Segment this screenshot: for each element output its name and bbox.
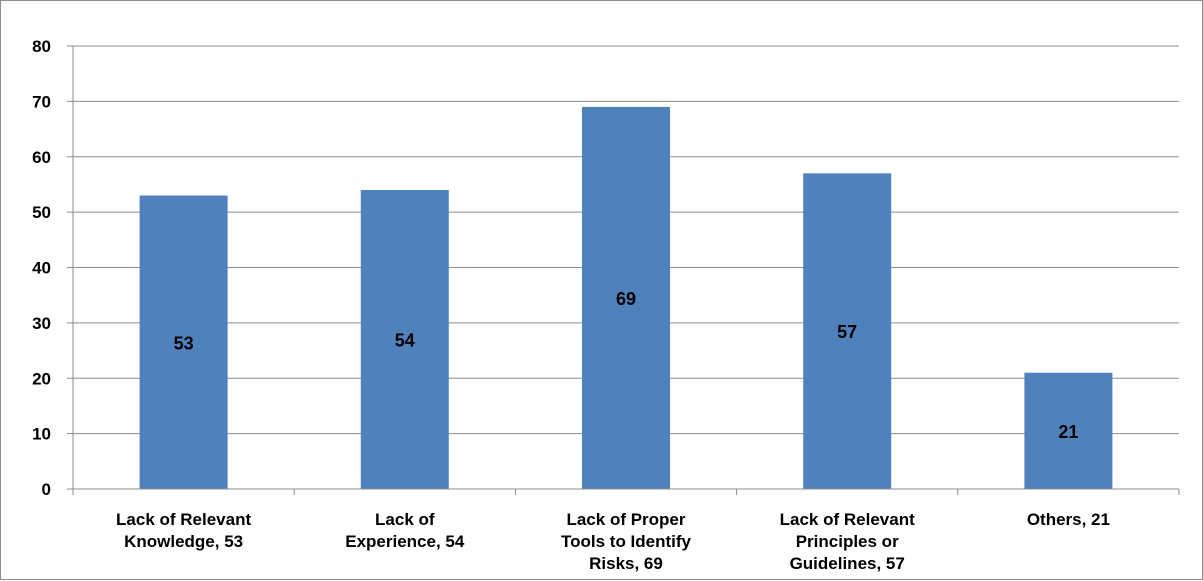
data-label: 69 (616, 289, 636, 309)
x-category-label: Others, 21 (1027, 510, 1110, 529)
y-tick-label: 60 (32, 148, 51, 167)
bar-3 (582, 106, 670, 489)
y-tick-label: 20 (32, 369, 51, 388)
data-label: 57 (837, 322, 857, 342)
data-label: 54 (395, 330, 415, 350)
x-category-labels: Lack of Relevant Knowledge, 53 Lack of Expe… (116, 510, 1110, 573)
y-tick-label: 10 (32, 425, 51, 444)
y-tick-label: 70 (32, 92, 51, 111)
bars (139, 106, 1113, 490)
data-labels: 53 54 69 57 21 (174, 289, 1079, 442)
bar-5 (1024, 372, 1113, 489)
x-category-label: Lack of Relevant Knowledge, 53 (116, 510, 251, 551)
y-tick-label: 50 (32, 203, 51, 222)
y-tick-label: 40 (32, 259, 51, 278)
x-category-label: Lack of Experience, 54 (345, 510, 465, 551)
y-tick-label: 0 (42, 480, 51, 499)
bar-4 (803, 173, 892, 490)
y-tick-label: 30 (32, 314, 51, 333)
data-label: 21 (1058, 422, 1078, 442)
y-tick-labels: 0 10 20 30 40 50 60 70 80 (32, 37, 51, 499)
data-label: 53 (174, 333, 194, 353)
bar-1 (139, 195, 228, 489)
bar-2 (360, 189, 449, 489)
y-tick-label: 80 (32, 37, 51, 56)
x-category-label: Lack of Proper Tools to Identify Risks, 69 (561, 510, 692, 573)
axes (67, 45, 1180, 495)
x-category-label: Lack of Relevant Principles or Guidelines,… (780, 510, 915, 573)
